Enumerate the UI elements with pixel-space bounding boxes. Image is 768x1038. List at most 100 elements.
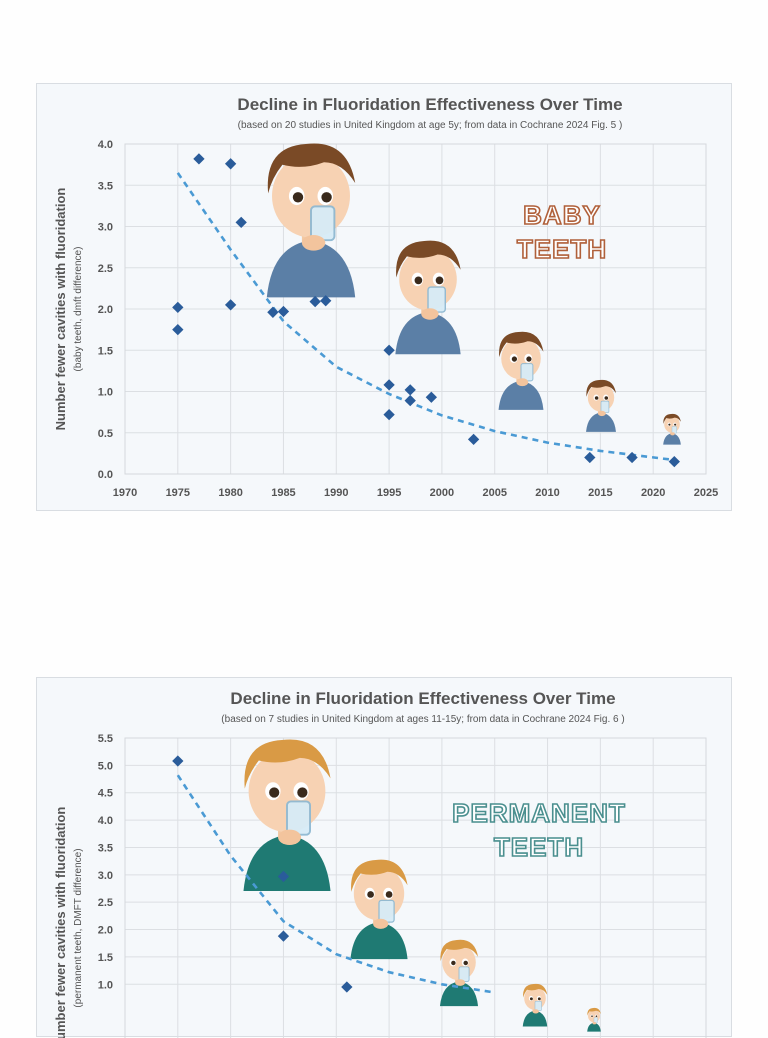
kid-shirt — [663, 433, 681, 445]
overlay-label-line: TEETH — [517, 234, 607, 264]
kid-shirt — [498, 380, 544, 410]
data-point — [193, 153, 205, 165]
child-drinking-water-illustration — [439, 939, 479, 1007]
kid-pupil-left — [414, 276, 423, 285]
y-tick-label: 3.0 — [98, 870, 113, 882]
x-tick-label: 2020 — [641, 487, 665, 499]
overlay-label-line: TEETH — [494, 832, 584, 862]
kid-hair — [663, 413, 681, 424]
y-tick-label: 2.5 — [98, 263, 113, 275]
data-point — [277, 930, 290, 942]
child-drinking-water-illustration — [586, 379, 616, 432]
chart-title: Decline in Fluoridation Effectiveness Ov… — [230, 689, 615, 708]
data-point — [172, 301, 184, 314]
chart-subtitle: (based on 20 studies in United Kingdom a… — [238, 120, 623, 131]
child-drinking-water-illustration — [395, 240, 461, 355]
y-tick-label: 1.5 — [98, 345, 113, 357]
plot-border — [124, 737, 707, 1038]
kid-pupil-right — [674, 423, 677, 426]
kid-hair — [244, 739, 331, 789]
kid-hair — [523, 983, 548, 998]
x-tick-label: 1975 — [166, 487, 190, 499]
data-point — [404, 394, 416, 407]
y-tick-label: 5.5 — [98, 733, 113, 745]
y-tick-label: 0.0 — [98, 469, 113, 481]
data-point — [277, 870, 290, 883]
chart-title: Decline in Fluoridation Effectiveness Ov… — [237, 95, 622, 114]
kid-hand — [670, 432, 675, 436]
data-point — [224, 158, 237, 170]
y-axis-label: Number fewer cavities with fluoridation — [53, 807, 68, 1038]
child-drinking-water-illustration — [663, 413, 681, 445]
child-drinking-water-illustration — [587, 1007, 601, 1032]
kid-shirt — [395, 312, 461, 355]
x-tick-label: 2015 — [588, 487, 612, 499]
grid — [124, 143, 707, 475]
child-drinking-water-illustration — [522, 983, 548, 1027]
kid-shirt — [266, 240, 356, 298]
data-point — [341, 981, 353, 993]
y-axis-sublabel: (baby teeth, dmft difference) — [73, 247, 84, 372]
data-point — [172, 323, 184, 336]
y-tick-label: 3.5 — [98, 842, 113, 854]
kid-hand — [421, 308, 439, 320]
chart-subtitle: (based on 7 studies in United Kingdom at… — [221, 714, 624, 725]
y-tick-label: 1.0 — [98, 979, 113, 991]
overlay-label-line: BABY — [523, 200, 601, 230]
plot-border — [124, 143, 707, 475]
kid-pupil-right — [321, 192, 332, 203]
y-axis-label: Number fewer cavities with fluoridation — [53, 188, 68, 431]
y-tick-label: 2.0 — [98, 925, 113, 937]
y-tick-label: 4.0 — [98, 139, 113, 151]
data-point — [584, 451, 596, 464]
kid-pupil-left — [511, 356, 518, 362]
grid — [124, 737, 707, 1038]
kid-shirt — [350, 922, 408, 960]
kid-shirt — [586, 412, 616, 432]
x-tick-label: 1980 — [218, 487, 242, 499]
kid-shirt — [243, 834, 331, 892]
kid-pupil-right — [435, 276, 444, 285]
child-drinking-water-illustration — [498, 331, 544, 410]
trend-line — [176, 172, 675, 462]
kid-pupil-right — [595, 1015, 598, 1017]
child-drinking-water-illustration — [243, 739, 331, 892]
y-tick-label: 3.0 — [98, 222, 113, 234]
data-point — [383, 379, 395, 391]
kid-hair — [396, 240, 461, 278]
kid-pupil-left — [668, 423, 671, 426]
y-tick-label: 4.5 — [98, 788, 113, 800]
kid-hair — [587, 1007, 601, 1016]
kid-pupil-left — [269, 787, 280, 798]
chart-panel-permanent-teeth: Decline in Fluoridation Effectiveness Ov… — [36, 677, 732, 1038]
kid-pupil-right — [526, 356, 532, 362]
kid-hand — [516, 378, 529, 387]
data-point — [467, 433, 480, 446]
data-point — [383, 344, 395, 356]
kid-hair — [586, 379, 616, 397]
kid-hair — [440, 939, 479, 962]
x-tick-label: 1995 — [377, 487, 401, 499]
y-tick-label: 0.5 — [98, 428, 113, 440]
data-point — [277, 305, 290, 318]
data-point — [235, 216, 247, 229]
kid-hair — [499, 331, 544, 358]
kid-pupil-left — [591, 1015, 593, 1017]
kid-hand — [455, 979, 466, 986]
y-tick-label: 3.5 — [98, 180, 113, 192]
kid-pupil-left — [367, 891, 374, 898]
kid-pupil-left — [451, 960, 456, 966]
child-drinking-water-illustration — [266, 143, 356, 298]
x-tick-label: 2025 — [694, 487, 718, 499]
y-tick-label: 4.0 — [98, 815, 113, 827]
data-point — [425, 391, 438, 403]
kid-pupil-left — [594, 396, 599, 400]
kid-pupil-left — [529, 997, 533, 1001]
data-point — [668, 455, 680, 468]
kid-hand — [592, 1022, 597, 1025]
x-tick-label: 1990 — [324, 487, 348, 499]
kid-hand — [373, 918, 389, 929]
data-point — [383, 408, 395, 421]
kid-hair — [267, 143, 356, 194]
kid-hair — [351, 859, 408, 892]
